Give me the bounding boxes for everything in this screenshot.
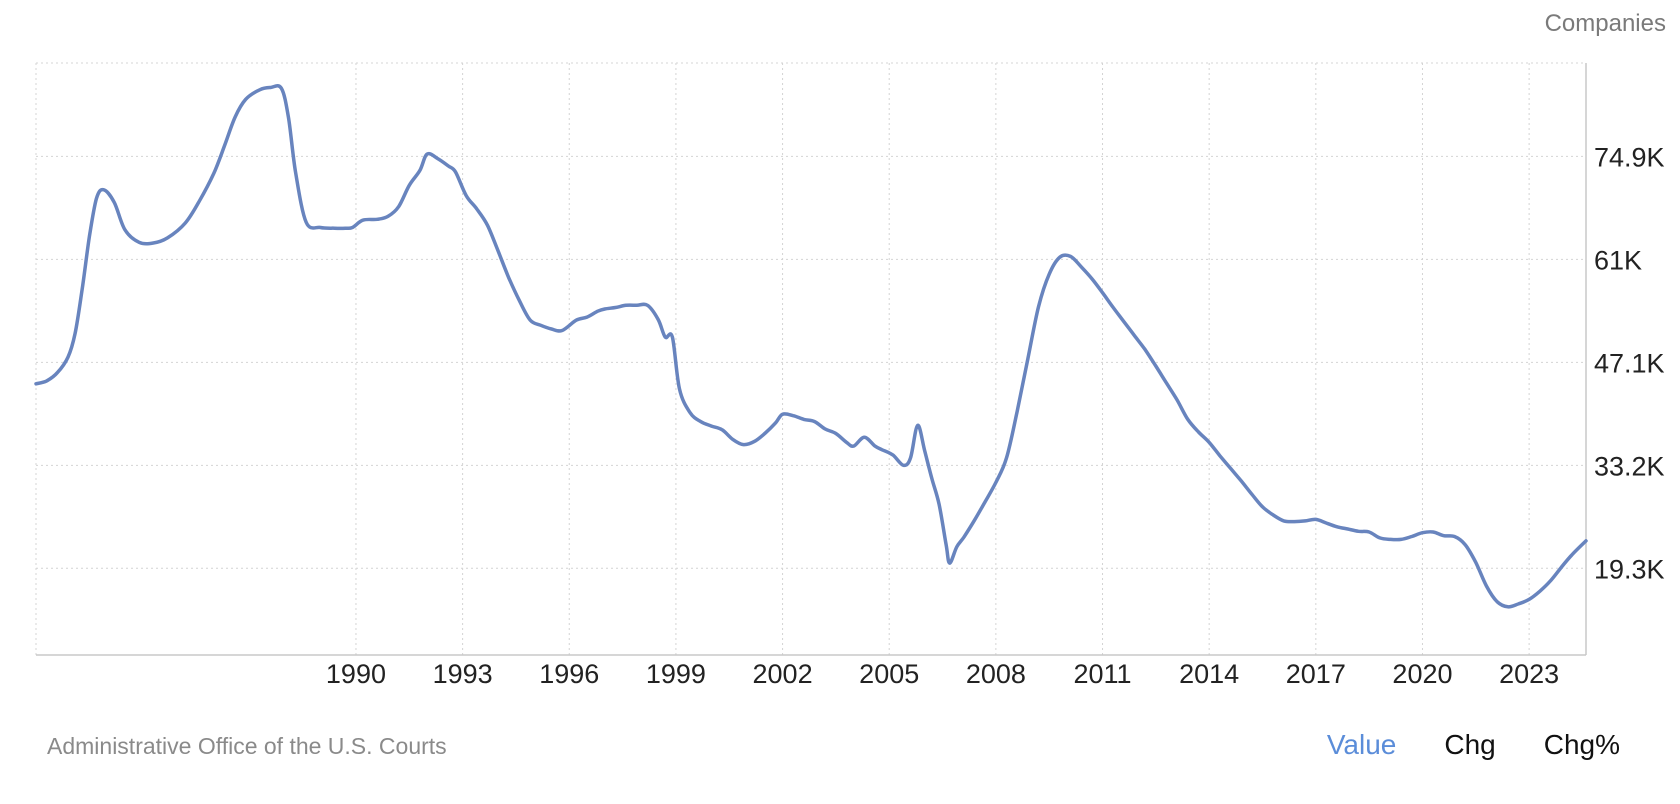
view-tabs: Value Chg Chg% [1327,729,1620,761]
x-tick-label: 2008 [966,659,1026,689]
chart-series [34,84,1588,609]
x-tick-label: 1996 [539,659,599,689]
y-tick-label: 61K [1594,245,1642,275]
tab-chg-percent[interactable]: Chg% [1543,729,1620,760]
unit-label: Companies [1544,10,1666,37]
x-tick-label: 2020 [1392,659,1452,689]
series-line [34,84,1588,609]
y-tick-label: 33.2K [1594,451,1665,481]
chart-gridlines [35,62,1586,655]
source-label: Administrative Office of the U.S. Courts [47,733,447,759]
x-tick-label: 2005 [859,659,919,689]
tab-chg[interactable]: Chg [1444,729,1496,760]
x-tick-label: 2017 [1286,659,1346,689]
x-tick-label: 2011 [1073,659,1131,689]
y-tick-label: 74.9K [1594,142,1665,172]
x-tick-label: 1999 [646,659,706,689]
y-tick-label: 47.1K [1594,348,1665,378]
chart-axes [36,63,1587,656]
x-tick-label: 1990 [326,659,386,689]
x-tick-label: 2023 [1499,659,1559,689]
x-axis-tick-labels: 1990 1993 1996 1999 2002 2005 2008 2011 2014 2017… [326,659,1559,689]
tab-value[interactable]: Value [1326,729,1397,760]
x-tick-label: 2002 [753,659,813,689]
y-tick-label: 19.3K [1594,554,1665,584]
x-tick-label: 1993 [433,659,493,689]
y-axis-tick-labels: 19.3K 33.2K 47.1K 61K 74.9K [1594,142,1665,584]
x-tick-label: 2014 [1179,659,1239,689]
